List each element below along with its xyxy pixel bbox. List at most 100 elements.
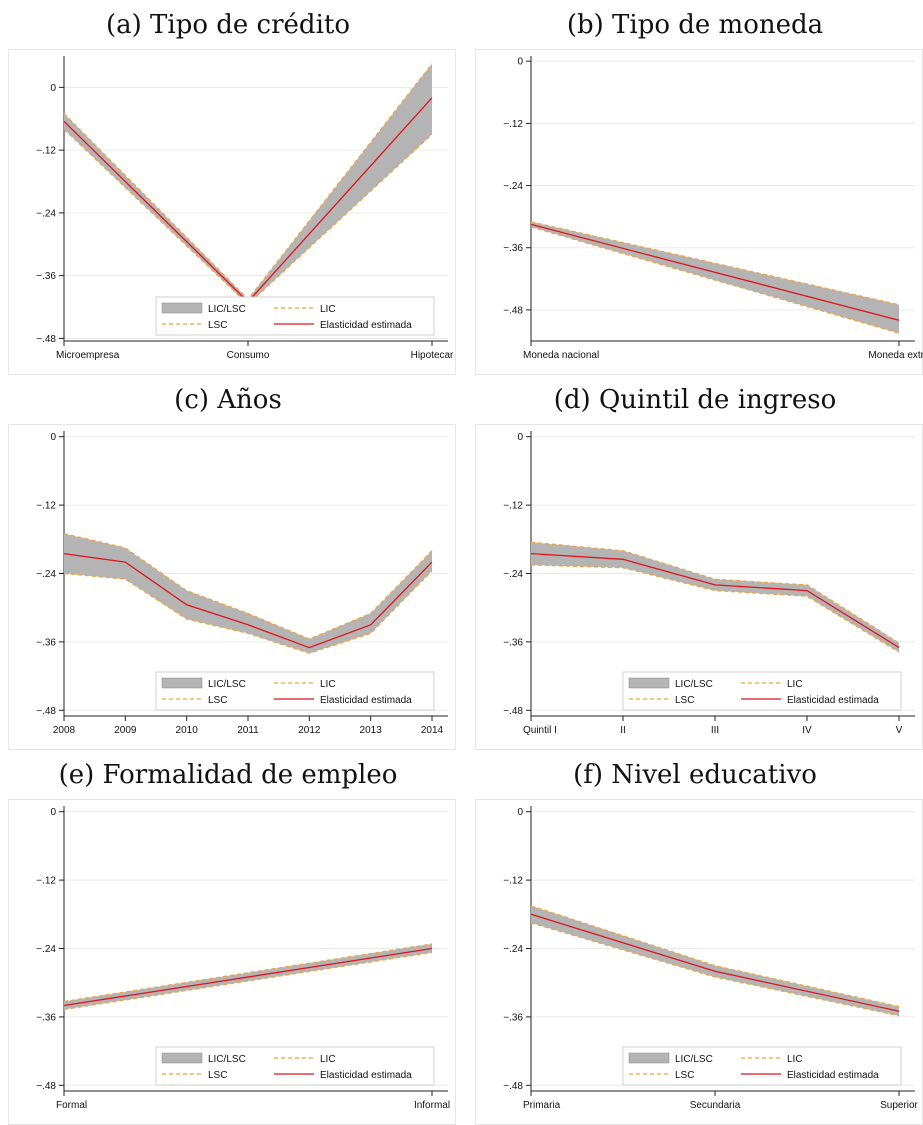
y-tick-label: −.24 [503,569,523,580]
legend-label-lic: LIC [320,1054,336,1065]
legend-label-estimate: Elasticidad estimada [320,1070,412,1081]
x-tick-label: V [896,725,903,736]
legend-box [622,1046,902,1086]
legend-swatch-band [161,1052,203,1064]
y-tick-label: −.24 [36,569,56,580]
legend-swatch-band [161,302,203,314]
panel-d: (d) Quintil de ingreso 0 −.12 −.24 −.36 −.48… [467,375,923,750]
y-tick-label: −.36 [503,243,523,254]
y-tick-label: −.12 [36,876,56,887]
y-tick-label: −.48 [36,1081,56,1092]
panel-b-chart: 0 −.12 −.24 −.36 −.48 Moneda nacional Moneda e… [503,56,923,361]
x-tick-label: Formal [56,1100,87,1111]
x-tick-label: 2011 [237,725,259,736]
legend-label-lic: LIC [787,1054,803,1065]
y-tick-label: −.12 [503,119,523,130]
panel-e: (e) Formalidad de empleo 0 −.12 −.24 −.36 −.… [0,750,456,1125]
y-tick-label: −.24 [36,944,56,955]
panel-a-title: (a) Tipo de crédito [105,10,350,40]
y-tick-label: −.48 [503,305,523,316]
x-tick-label: 2010 [176,725,199,736]
x-tick-label: 2009 [114,725,137,736]
panel-d-title: (d) Quintil de ingreso [553,385,837,415]
lsc-line [63,943,433,1003]
y-tick-label: 0 [50,807,56,818]
x-tick-label: Quintil I [523,725,557,736]
panel-f-title: (f) Nivel educativo [573,760,817,790]
x-tick-label: Consumo [227,350,270,361]
lsc-line [530,905,900,1008]
y-tick-label: −.36 [36,1012,56,1023]
legend-label-estimate: Elasticidad estimada [320,320,412,331]
x-tick-label: Informal [414,1100,450,1111]
x-tick-label: 2012 [298,725,321,736]
estimate-line [530,223,900,321]
legend-label-lsc: LSC [208,695,227,706]
panel-c-title: (c) Años [174,385,282,415]
y-tick-label: −.48 [503,1081,523,1092]
x-tick-label: 2013 [360,725,383,736]
y-tick-label: 0 [517,57,523,68]
panel-a-plot-frame [8,49,456,375]
x-tick-label: IV [802,725,812,736]
estimate-line [63,947,433,1007]
panel-c: (c) Años 0 −.12 −.24 −.36 −.48 2008 2009 2010 20… [0,375,456,750]
legend-box [622,671,902,711]
panel-b-title: (b) Tipo de moneda [566,10,824,40]
legend-label-band: LIC/LSC [208,304,246,315]
estimate-line [63,97,433,303]
x-tick-label: Secundaria [690,1100,741,1111]
panel-e-title: (e) Formalidad de empleo [58,760,398,790]
legend-label-lic: LIC [787,679,803,690]
legend-label-lsc: LSC [208,1070,227,1081]
y-tick-label: −.24 [503,181,523,192]
legend-swatch-band [628,677,670,689]
panel-c-chart: 0 −.12 −.24 −.36 −.48 2008 2009 2010 2011 2012 201… [36,431,448,736]
y-tick-label: −.12 [36,501,56,512]
legend-label-estimate: Elasticidad estimada [787,695,879,706]
lic-line [63,570,433,654]
legend-box [155,296,435,336]
y-tick-label: 0 [50,432,56,443]
confidence-band [531,221,899,334]
confidence-band [531,542,899,653]
y-tick-label: 0 [50,83,56,94]
lic-line [63,951,433,1011]
x-tick-label: Moneda extra [868,350,923,361]
legend-label-band: LIC/LSC [208,679,246,690]
confidence-band [64,63,432,305]
x-tick-label: Primaria [523,1100,561,1111]
y-tick-label: −.24 [503,944,523,955]
legend-label-lsc: LSC [675,695,694,706]
legend-box [155,671,435,711]
legend-label-band: LIC/LSC [208,1054,246,1065]
x-tick-label: III [711,725,719,736]
legend-label-lic: LIC [320,304,336,315]
estimate-line [530,552,900,649]
lsc-line [530,541,900,644]
legend-box [155,1046,435,1086]
y-tick-label: −.36 [503,637,523,648]
y-tick-label: −.36 [36,637,56,648]
lic-line [530,226,900,334]
x-tick-label: 2014 [421,725,444,736]
legend-label-band: LIC/LSC [675,679,713,690]
x-tick-label: 2008 [53,725,76,736]
y-tick-label: −.48 [36,706,56,717]
estimate-line [530,913,900,1012]
legend-label-lic: LIC [320,679,336,690]
y-tick-label: −.12 [503,501,523,512]
lsc-line [63,533,433,640]
x-tick-label: Superior [880,1100,918,1111]
x-tick-label: Hipotecar [411,350,454,361]
legend-swatch-band [161,677,203,689]
estimate-line [63,552,433,649]
confidence-band [531,905,899,1016]
confidence-band [64,533,432,654]
y-tick-label: 0 [517,432,523,443]
x-tick-label: II [620,725,626,736]
y-tick-label: −.12 [36,146,56,157]
panel-b: (b) Tipo de moneda 0 −.12 −.24 −.36 −.48 Mone… [467,0,923,375]
